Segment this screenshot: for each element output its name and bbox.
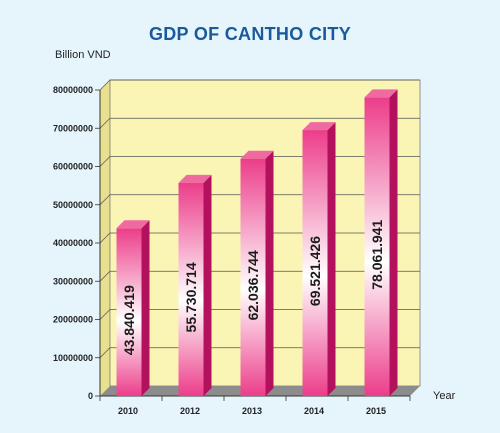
bar-side [141, 220, 150, 396]
bar-top [364, 89, 398, 98]
x-tick-label: 2014 [304, 406, 324, 416]
labels: 0 10000000 20000000 30000000 40000000 5000000… [53, 85, 386, 416]
y-tick-label: 40000000 [53, 238, 93, 248]
chart-title: GDP OF CANTHO CITY [148, 24, 352, 44]
x-tick-label: 2013 [242, 406, 262, 416]
bar-front [178, 182, 204, 396]
bar-top [240, 150, 274, 159]
y-tick-label: 20000000 [53, 315, 93, 325]
gridline [99, 117, 420, 129]
bar-top [302, 122, 336, 131]
y-tick-label: 30000000 [53, 276, 93, 286]
y-tick-label: 70000000 [53, 123, 93, 133]
bar-side [389, 89, 398, 396]
y-tick-label: 50000000 [53, 200, 93, 210]
bar [116, 220, 150, 396]
bar-value-label: 43.840.419 [121, 285, 137, 355]
y-axis-label: Billion VND [55, 49, 111, 61]
bar [178, 174, 212, 396]
x-axis-label: Year [433, 390, 456, 402]
bar [240, 150, 274, 396]
bar-front [240, 158, 266, 396]
bar-top [178, 174, 212, 183]
bar-front [302, 130, 328, 396]
bar-side [327, 122, 336, 397]
bar-value-label: 55.730.714 [183, 262, 199, 332]
y-tick-label: 80000000 [53, 85, 93, 95]
bar-side [203, 174, 212, 396]
bar-value-label: 78.061.941 [369, 219, 385, 289]
y-tick-label: 0 [88, 391, 93, 401]
bar-front [364, 97, 390, 396]
x-tick-label: 2012 [180, 406, 200, 416]
bar-side [265, 150, 274, 396]
bar [302, 122, 336, 397]
x-tick-label: 2015 [366, 406, 386, 416]
gridline [99, 79, 420, 91]
y-tick-label: 60000000 [53, 162, 93, 172]
bar-value-label: 69.521.426 [307, 236, 323, 306]
bar-front [116, 228, 142, 396]
y-tick-label: 10000000 [53, 353, 93, 363]
bar [364, 89, 398, 396]
bar-value-label: 62.036.744 [245, 250, 261, 320]
bar-top [116, 220, 150, 229]
x-tick-label: 2010 [118, 406, 138, 416]
bars [116, 89, 398, 397]
